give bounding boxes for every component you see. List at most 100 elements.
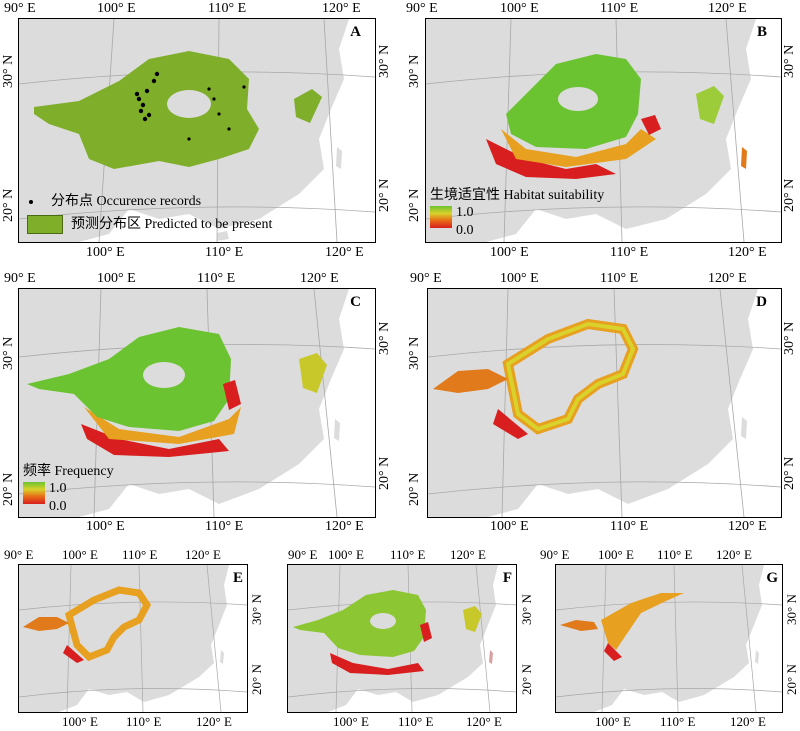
panel-g-lon-top-110: 110° E: [657, 547, 693, 562]
panel-d-lat-30: 30° N: [407, 336, 422, 370]
legend-b-title: 生境适宜性 Habitat suitability: [430, 188, 605, 203]
suitability-hole: [558, 87, 598, 111]
land-mass: [19, 565, 229, 712]
panel-e-lon-top-110: 110° E: [122, 547, 158, 562]
taiwan: [755, 650, 759, 664]
frequency-ring-inner: [505, 321, 636, 432]
panel-e-lon-top-100: 100° E: [62, 547, 98, 562]
panel-a-lon-bottom-120: 120° E: [325, 245, 364, 260]
predicted-area: [34, 51, 259, 169]
panel-a-lat-20: 20° N: [1, 188, 16, 222]
panel-c-lon-top-120: 120° E: [300, 271, 339, 286]
panel-g-lon-bottom-100: 100° E: [595, 714, 631, 729]
frequency-east: [299, 353, 327, 393]
panel-label: F: [502, 570, 512, 586]
legend-c: 频率 Frequency 1.0 0.0: [23, 465, 114, 514]
legend-b-high: 1.0: [456, 205, 474, 220]
panel-d-lon-top-120: 120° E: [708, 271, 747, 286]
legend-row-points: 分布点 Occurence records: [27, 195, 272, 209]
map-panel-d: D: [427, 288, 782, 518]
legend-c-ramp: 1.0 0.0: [23, 482, 114, 514]
taiwan: [741, 417, 747, 439]
panel-d-lat-20: 20° N: [407, 472, 422, 506]
taiwan: [336, 147, 342, 169]
panel-b-lat-20-right: 20° N: [782, 178, 797, 212]
panel-a-lat-20-right: 20° N: [377, 178, 392, 212]
suitability-low: [486, 139, 616, 179]
suitability-east: [696, 86, 724, 124]
panel-c-lon-top-90: 90° E: [4, 271, 36, 286]
legend-c-low: 0.0: [49, 499, 67, 514]
panel-b-lon-bottom-110: 110° E: [610, 245, 649, 260]
map-panel-g: G: [555, 564, 783, 713]
panel-d-lon-bottom-110: 110° E: [610, 519, 649, 534]
legend-b-low: 0.0: [456, 223, 474, 238]
occurrence-dot-icon: [29, 200, 33, 204]
map-e-svg: [19, 565, 247, 712]
panel-c-lon-bottom-120: 120° E: [325, 519, 364, 534]
panel-c-lon-bottom-110: 110° E: [205, 519, 244, 534]
panel-b-lon-top-110: 110° E: [600, 1, 639, 16]
panel-d-lat-30-right: 30° N: [782, 321, 797, 355]
predicted-area-hole: [167, 90, 211, 118]
panel-e-lon-bottom-100: 100° E: [62, 714, 98, 729]
map-d-svg: [428, 289, 781, 517]
map-panel-a: A 分布点 Occurence records 预测分布区 Predicted …: [18, 18, 376, 243]
panel-a-lat-30: 30° N: [1, 54, 16, 88]
frequency-high: [27, 327, 231, 431]
panel-c-lat-30: 30° N: [1, 336, 16, 370]
occurrence-records: [134, 71, 246, 141]
panel-g-lon-bottom-110: 110° E: [660, 714, 696, 729]
panel-d-lat-20-right: 20° N: [782, 456, 797, 490]
frequency-east: [463, 606, 482, 632]
panel-a-lon-top-120: 120° E: [322, 1, 361, 16]
panel-f-lon-top-100: 100° E: [328, 547, 364, 562]
panel-f-lon-bottom-100: 100° E: [333, 714, 369, 729]
panel-g-lon-bottom-120: 120° E: [730, 714, 766, 729]
panel-d-lon-top-110: 110° E: [600, 271, 639, 286]
frequency-ring: [64, 586, 152, 662]
panel-a-lon-bottom-110: 110° E: [205, 245, 244, 260]
panel-g-lon-top-120: 120° E: [716, 547, 752, 562]
panel-b-lon-bottom-100: 100° E: [490, 245, 529, 260]
taiwan: [741, 147, 747, 169]
frequency-red-patch: [223, 380, 241, 410]
panel-f-lon-top-110: 110° E: [390, 547, 426, 562]
taiwan: [489, 650, 493, 664]
panel-f-lat-30: 30° N: [519, 594, 534, 625]
panel-c-lon-bottom-100: 100° E: [86, 519, 125, 534]
panel-e-lon-bottom-110: 110° E: [126, 714, 162, 729]
panel-e-lat-20: 20° N: [249, 664, 264, 695]
legend-b: 生境适宜性 Habitat suitability 1.0 0.0: [430, 189, 604, 238]
panel-f-lon-bottom-120: 120° E: [466, 714, 502, 729]
land-mass: [556, 565, 764, 712]
frequency-gradient: [23, 482, 45, 504]
panel-label: B: [756, 24, 767, 40]
legend-points-label: 分布点 Occurence records: [51, 194, 202, 209]
legend-c-title: 频率 Frequency: [23, 464, 114, 479]
graticule: [556, 565, 782, 712]
frequency-south: [63, 645, 84, 663]
map-a-svg: [19, 19, 375, 242]
panel-a-lon-top-90: 90° E: [4, 1, 36, 16]
graticule: [428, 289, 781, 517]
frequency-west: [560, 620, 598, 631]
map-b-svg: [426, 19, 781, 242]
panel-e-lon-bottom-120: 120° E: [196, 714, 232, 729]
frequency-mid: [84, 407, 241, 444]
panel-b-lon-top-120: 120° E: [708, 1, 747, 16]
panel-b-lon-top-90: 90° E: [406, 1, 438, 16]
frequency-hole: [370, 613, 396, 629]
panel-f-lon-top-90: 90° E: [288, 547, 318, 562]
map-c-svg: [19, 289, 375, 517]
panel-b-lon-top-100: 100° E: [500, 1, 539, 16]
panel-f-lon-top-120: 120° E: [450, 547, 486, 562]
map-panel-f: F: [287, 564, 517, 713]
predicted-area-east: [294, 89, 322, 123]
panel-e-lon-top-90: 90° E: [4, 547, 34, 562]
legend-c-high: 1.0: [49, 481, 67, 496]
frequency-high: [293, 590, 426, 657]
panel-label: G: [766, 570, 778, 586]
graticule: [19, 565, 247, 712]
panel-label: E: [232, 570, 243, 586]
